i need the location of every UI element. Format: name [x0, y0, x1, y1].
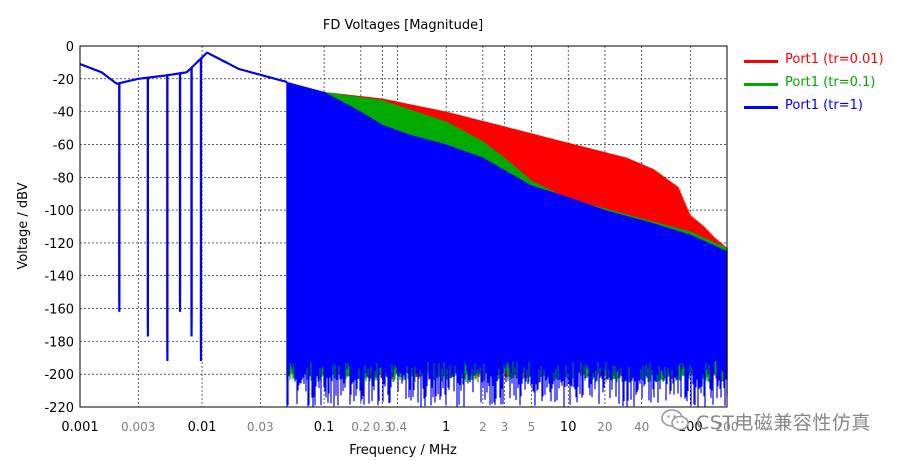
legend: Port1 (tr=0.01) Port1 (tr=0.1) Port1 (tr…	[740, 52, 915, 121]
x-tick-label: 0.2	[351, 420, 370, 434]
legend-item-tr01: Port1 (tr=0.1)	[740, 75, 915, 98]
y-tick-label: -220	[44, 401, 74, 416]
x-tick-labels: 0.001 0.003 0.01 0.03 0.1 0.2 0.30.4 1 2 3 5 10 20 40…	[61, 420, 738, 435]
x-tick-label: 5	[528, 420, 536, 434]
y-tick-label: -100	[44, 204, 74, 219]
y-axis-label: Voltage / dBV	[16, 182, 31, 269]
legend-swatch-blue	[744, 106, 778, 109]
legend-item-tr001: Port1 (tr=0.01)	[740, 52, 915, 75]
series-2	[79, 51, 728, 407]
x-tick-label: 200	[716, 420, 739, 434]
legend-item-tr1: Port1 (tr=1)	[740, 98, 915, 121]
x-tick-label: 0.001	[61, 420, 98, 435]
x-tick-label: 1	[442, 420, 450, 435]
x-tick-label: 3	[501, 420, 509, 434]
legend-label: Port1 (tr=0.1)	[785, 75, 876, 90]
x-tick-label: 0.3	[373, 420, 392, 434]
x-tick-label: 0.03	[247, 420, 274, 434]
spectral-fill	[286, 82, 728, 407]
series-line	[79, 51, 288, 85]
y-tick-labels: 0 -20 -40 -60 -80 -100 -120 -140 -160 -180 -200 -22…	[44, 40, 74, 416]
series-layer	[79, 51, 728, 407]
y-tick-label: -200	[44, 368, 74, 383]
x-tick-label: 0.003	[121, 420, 155, 434]
y-tick-label: -60	[53, 138, 74, 153]
wechat-icon	[661, 409, 689, 431]
x-axis-label: Frequency / MHz	[349, 443, 457, 458]
x-tick-label: 0.1	[314, 420, 335, 435]
x-tick-label: 20	[597, 420, 612, 434]
y-tick-label: -120	[44, 237, 74, 252]
chart-title: FD Voltages [Magnitude]	[323, 18, 483, 33]
x-tick-label: 40	[634, 420, 649, 434]
watermark-text: CST电磁兼容性仿真	[696, 412, 871, 434]
y-tick-label: -140	[44, 270, 74, 285]
plot-frame	[79, 45, 728, 408]
x-tick-label: 0.01	[188, 420, 217, 435]
y-tick-label: 0	[66, 40, 74, 55]
y-tick-label: -160	[44, 303, 74, 318]
x-tick-label: 0.4	[388, 420, 407, 434]
x-tick-label: 2	[479, 420, 487, 434]
y-tick-label: -20	[53, 73, 74, 88]
legend-label: Port1 (tr=1)	[785, 98, 863, 113]
y-tick-label: -80	[53, 171, 74, 186]
legend-label: Port1 (tr=0.01)	[785, 52, 884, 67]
y-tick-label: -180	[44, 335, 74, 350]
watermark: CST电磁兼容性仿真	[660, 406, 900, 436]
x-tick-label: 10	[560, 420, 577, 435]
y-tick-label: -40	[53, 106, 74, 121]
legend-swatch-red	[744, 60, 778, 63]
legend-swatch-green	[744, 83, 778, 86]
